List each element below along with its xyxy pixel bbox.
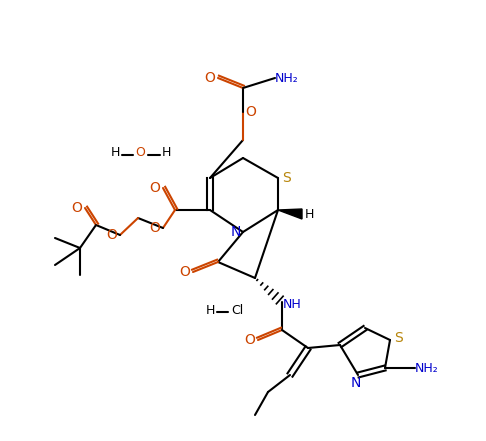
Text: H: H (161, 146, 171, 158)
Text: N: N (231, 225, 241, 239)
Text: O: O (106, 228, 118, 242)
Text: H: H (110, 146, 120, 158)
Text: NH₂: NH₂ (275, 71, 299, 85)
Text: S: S (281, 171, 290, 185)
Text: O: O (150, 221, 160, 235)
Text: O: O (71, 201, 83, 215)
Text: O: O (135, 146, 145, 158)
Text: NH₂: NH₂ (415, 362, 439, 374)
Text: O: O (244, 333, 256, 347)
Text: S: S (394, 331, 402, 345)
Text: N: N (351, 376, 361, 390)
Text: O: O (205, 71, 215, 85)
Polygon shape (278, 209, 302, 219)
Text: NH: NH (283, 298, 301, 310)
Text: Cl: Cl (231, 303, 243, 317)
Text: H: H (304, 208, 313, 220)
Text: O: O (245, 105, 257, 119)
Text: H: H (205, 303, 215, 317)
Text: O: O (179, 265, 191, 279)
Text: O: O (150, 181, 160, 195)
